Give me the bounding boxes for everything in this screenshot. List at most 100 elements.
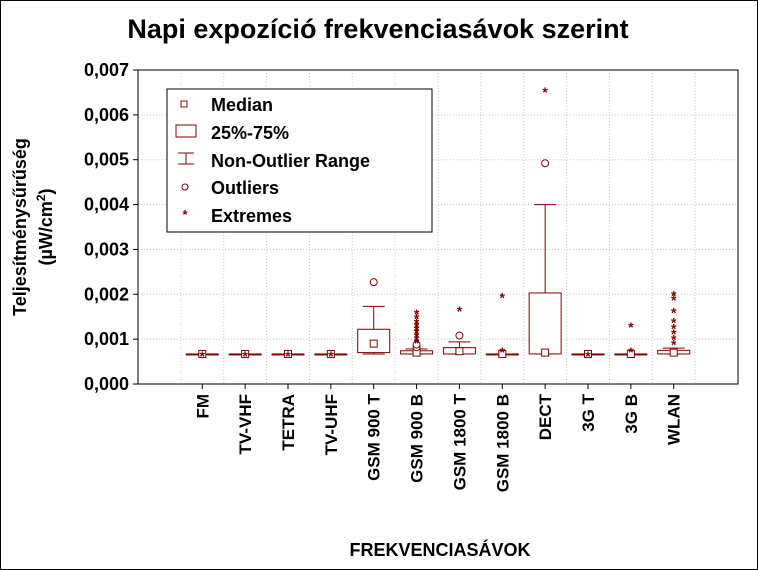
legend-median-marker	[180, 100, 188, 108]
x-tick-label: 3G B	[622, 394, 641, 434]
extreme-point: *	[671, 314, 677, 330]
extreme-point: *	[628, 344, 634, 360]
extreme-point: *	[414, 329, 420, 345]
median-marker	[241, 349, 250, 358]
extreme-point: *	[414, 325, 420, 341]
box-gsm-900-t	[357, 278, 391, 355]
box-tv-uhf: *	[314, 348, 348, 364]
extreme-point: *	[671, 326, 677, 342]
box-gsm-1800-b: **	[485, 290, 519, 360]
box-3g-t: *	[571, 348, 605, 364]
median-marker	[584, 349, 592, 358]
x-tick-label: DECT	[536, 393, 555, 440]
extreme-point: *	[414, 315, 420, 331]
y-tick-label: 0,001	[84, 329, 129, 349]
extreme-point: *	[542, 84, 548, 100]
chart-title: Napi expozíció frekvenciasávok szerint	[127, 14, 628, 44]
box-gsm-1800-t: *	[442, 303, 476, 356]
x-tick-label: GSM 900 B	[408, 394, 427, 483]
y-axis-label-line1: Teljesítménysűrűség	[10, 138, 30, 316]
box-tetra: *	[271, 348, 305, 364]
median-marker	[284, 349, 292, 358]
outlier-point	[369, 278, 378, 287]
median-marker	[626, 349, 635, 358]
x-tick-label: GSM 900 T	[365, 393, 384, 481]
extreme-point: *	[671, 337, 677, 353]
legend-box-marker	[175, 124, 197, 138]
extreme-point: *	[200, 348, 206, 364]
outlier-point	[412, 340, 421, 349]
y-axis: 0,000 0,001 0,002 0,003 0,004 0,005 0,006 0,007	[84, 60, 138, 394]
legend: Median 25%-75% Non-Outlier Range Outlier…	[166, 88, 433, 233]
box-tv-vhf: *	[228, 348, 262, 364]
box-iqr	[528, 292, 562, 355]
plot-area	[137, 69, 739, 385]
y-axis-label-sup: 2	[34, 194, 48, 201]
median-marker	[455, 347, 464, 356]
x-axis: FM TV-VHF TETRA TV-UHF GSM 900 T GSM 900 B GSM…	[193, 384, 684, 492]
x-tick-label: FM	[193, 394, 212, 419]
y-tick-label: 0,003	[84, 239, 129, 259]
x-tick-label: TV-UHF	[322, 394, 341, 455]
legend-extremes-label: Extremes	[211, 206, 292, 226]
y-tick-label: 0,005	[84, 150, 129, 170]
box-plots: * * * ********** ***** **********	[185, 84, 691, 364]
median-marker	[326, 349, 335, 358]
y-tick-label: 0,007	[84, 60, 129, 80]
extreme-point: *	[414, 335, 420, 351]
y-axis-label: Teljesítménysűrűség (µW/cm2)	[10, 138, 56, 316]
box-gsm-900-b: *********	[400, 306, 434, 357]
y-axis-label-close: )	[36, 188, 56, 194]
x-tick-label: 3G T	[579, 393, 598, 431]
extreme-point: *	[414, 332, 420, 348]
outlier-point	[541, 159, 550, 168]
box-fm: *	[185, 348, 219, 364]
extreme-point: *	[628, 319, 634, 335]
extreme-point: *	[457, 303, 463, 319]
extreme-point: *	[671, 321, 677, 337]
y-axis-label-unit: (µW/cm	[36, 201, 56, 265]
extreme-point: *	[500, 290, 506, 306]
legend-median-label: Median	[211, 95, 273, 115]
y-axis-label-line2: (µW/cm2)	[34, 188, 56, 265]
legend-box	[166, 88, 433, 233]
x-axis-label: FREKVENCIASÁVOK	[349, 539, 530, 560]
x-tick-label: TV-VHF	[236, 394, 255, 454]
legend-outliers-label: Outliers	[211, 178, 279, 198]
legend-nonoutlier-label: Non-Outlier Range	[211, 151, 370, 171]
extreme-point: *	[414, 306, 420, 322]
extreme-point: *	[671, 331, 677, 347]
y-tick-label: 0,002	[84, 284, 129, 304]
legend-range-label: 25%-75%	[211, 123, 289, 143]
y-tick-label: 0,004	[84, 195, 129, 215]
extreme-point: *	[414, 311, 420, 327]
x-tick-label: WLAN	[665, 394, 684, 445]
median-marker	[198, 349, 207, 358]
extreme-point: *	[328, 348, 334, 364]
x-tick-label: TETRA	[279, 394, 298, 451]
extreme-point: *	[671, 304, 677, 320]
extreme-point: *	[242, 348, 248, 364]
x-tick-label: GSM 1800 T	[450, 393, 469, 490]
legend-extreme-marker: *	[182, 207, 188, 222]
median-marker	[541, 348, 550, 357]
y-tick-label: 0,006	[84, 105, 129, 125]
outlier-point	[455, 331, 464, 340]
x-tick-label: GSM 1800 B	[493, 394, 512, 492]
box-wlan: ********	[657, 287, 691, 357]
box-3g-b: **	[614, 319, 648, 360]
extreme-point: *	[414, 318, 420, 334]
legend-outlier-marker	[181, 183, 189, 191]
legend-whisker-marker	[178, 152, 194, 165]
extreme-point: *	[671, 292, 677, 308]
extreme-point: *	[285, 348, 291, 364]
extreme-point: *	[414, 322, 420, 338]
extreme-point: *	[500, 344, 506, 360]
extreme-point: *	[671, 287, 677, 303]
median-marker	[369, 339, 378, 348]
median-marker	[669, 348, 678, 357]
median-marker	[498, 349, 507, 358]
extreme-point: *	[585, 348, 591, 364]
box-dect: *	[528, 84, 562, 357]
